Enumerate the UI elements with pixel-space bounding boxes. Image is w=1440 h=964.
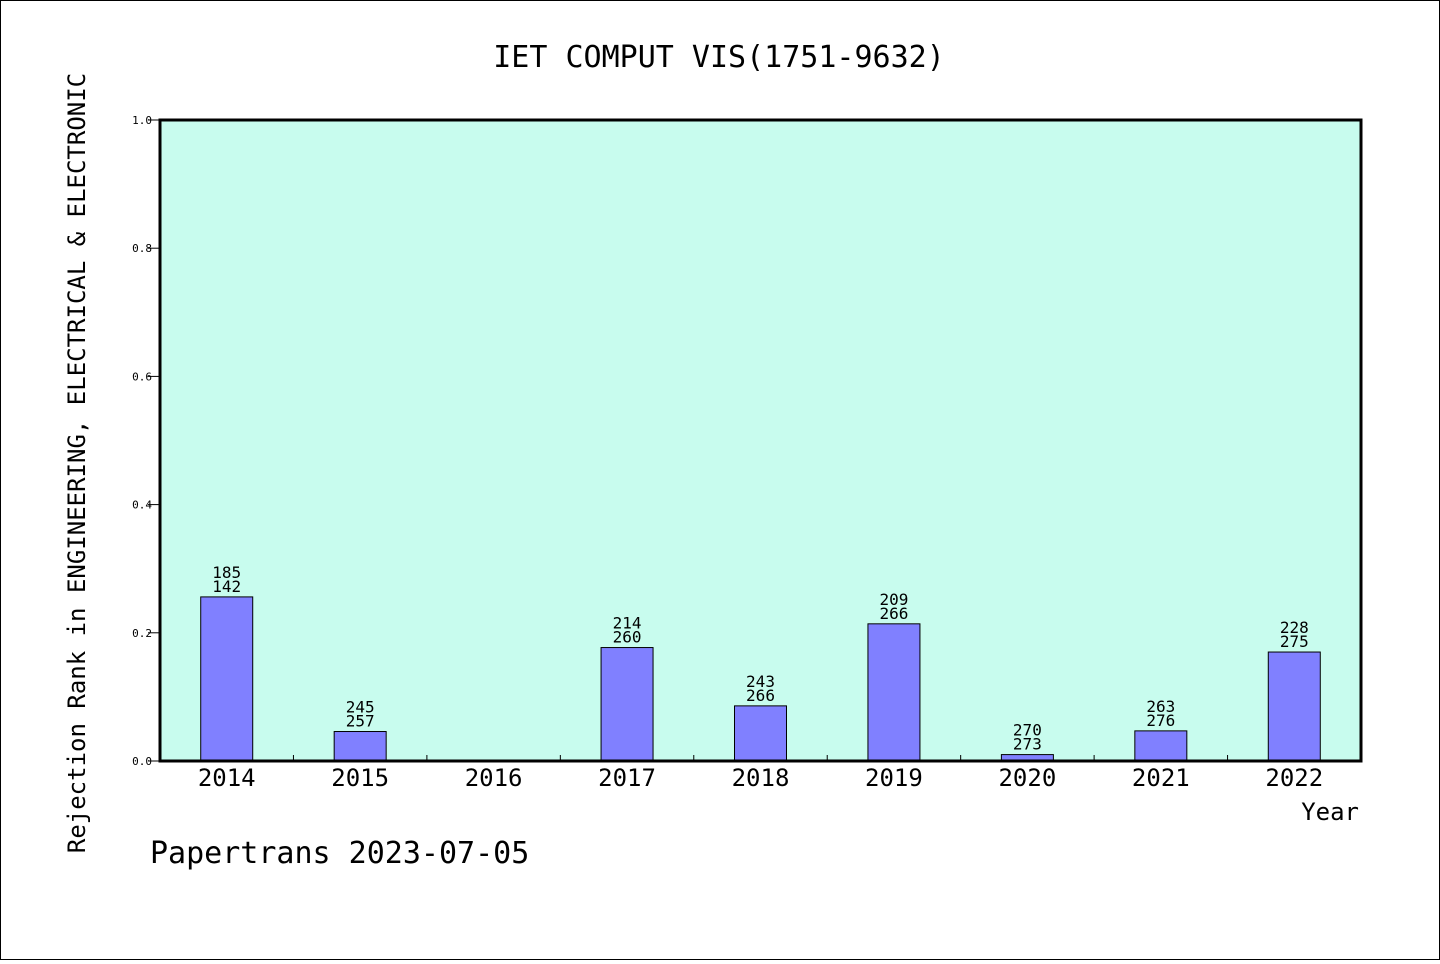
y-tick-label: 0.0 (132, 755, 152, 768)
chart-title: IET COMPUT VIS(1751-9632) (493, 40, 945, 75)
data-label-top: 263 (1146, 697, 1175, 716)
data-label-bottom: 276 (1146, 711, 1175, 730)
x-axis-ticks: 2014 2015 2016 2017 2018 2019 2020 2021 2022 (198, 755, 1323, 792)
footer-date-stamp: Papertrans 2023-07-05 (150, 836, 529, 871)
bar-2021 (1134, 730, 1188, 762)
data-label-top: 214 (613, 614, 642, 633)
data-label-bottom: 260 (613, 628, 642, 647)
y-tick-label: 0.4 (132, 499, 152, 512)
data-label-top: 185 (212, 563, 241, 582)
bar-2018 (734, 705, 787, 762)
data-label-bottom: 266 (879, 604, 908, 623)
bar-2017 (600, 647, 654, 762)
x-tick-label: 2019 (865, 764, 923, 792)
y-axis-label: Rejection Rank in ENGINEERING, ELECTRICA… (63, 73, 91, 853)
x-tick-label: 2016 (465, 764, 523, 792)
data-label-top: 228 (1280, 618, 1309, 637)
y-tick-label: 1.0 (132, 114, 152, 127)
x-tick-label: 2015 (331, 764, 389, 792)
x-tick-label: 2021 (1132, 764, 1190, 792)
y-tick-label: 0.2 (132, 627, 152, 640)
data-label-bottom: 275 (1280, 632, 1309, 651)
y-axis-ticks: 0.0 0.2 0.4 0.6 0.8 1.0 (132, 114, 160, 768)
y-tick-label: 0.8 (132, 242, 152, 255)
y-tick-label: 0.6 (132, 370, 152, 383)
x-axis-label: Year (1301, 798, 1359, 826)
plot-border (158, 118, 1363, 763)
bars (200, 596, 1321, 762)
data-label-top: 245 (346, 698, 375, 717)
data-label-top: 270 (1013, 721, 1042, 740)
plot-area (160, 120, 1361, 761)
bar-2014 (200, 596, 254, 762)
bar-2015 (333, 731, 387, 762)
data-label-top: 243 (746, 672, 775, 691)
x-tick-label: 2017 (598, 764, 656, 792)
data-label-bottom: 273 (1013, 735, 1042, 754)
x-tick-label: 2018 (732, 764, 790, 792)
data-label-bottom: 257 (346, 712, 375, 731)
data-labels: 1851422452572142602432662092662702732632… (212, 563, 1308, 754)
x-tick-label: 2020 (998, 764, 1056, 792)
bar-2019 (867, 623, 921, 762)
bar-2022 (1267, 651, 1321, 762)
data-label-bottom: 142 (212, 577, 241, 596)
data-label-top: 209 (879, 590, 908, 609)
x-tick-label: 2022 (1265, 764, 1323, 792)
x-tick-label: 2014 (198, 764, 256, 792)
data-label-bottom: 266 (746, 686, 775, 705)
